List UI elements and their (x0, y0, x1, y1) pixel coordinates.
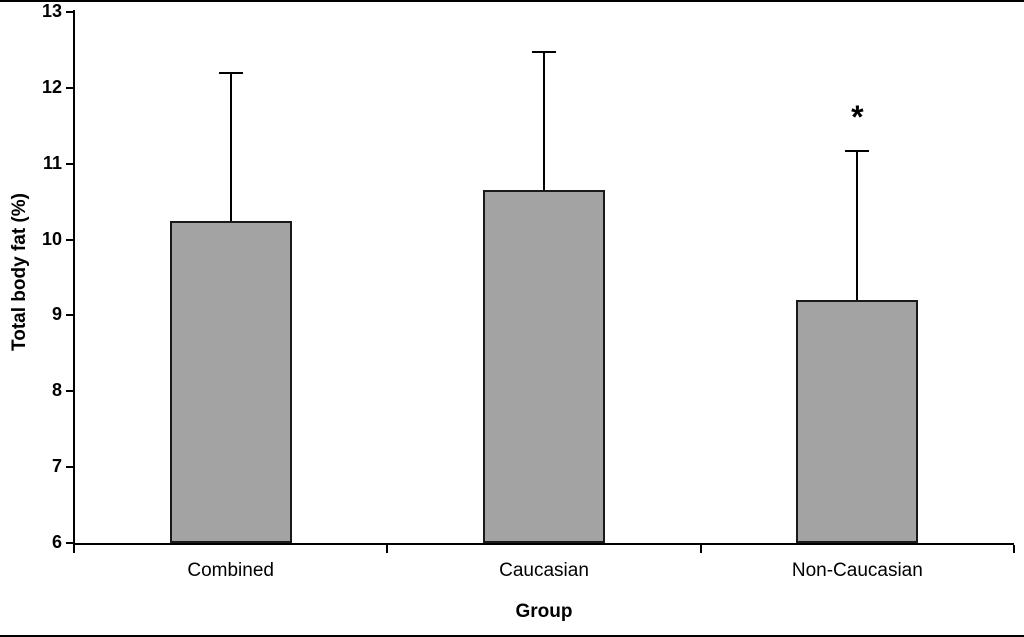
y-tick-mark (66, 542, 74, 544)
x-tick-mark (73, 545, 75, 553)
x-axis-line (73, 543, 1014, 545)
category-label: Caucasian (499, 560, 589, 581)
figure-top-border (0, 0, 1024, 2)
y-axis-title: Total body fat (%) (9, 193, 30, 351)
error-bar-cap (532, 51, 556, 54)
x-tick-mark (699, 545, 702, 553)
y-tick-mark (66, 11, 74, 13)
category-label: Combined (187, 560, 274, 581)
error-bar-cap (218, 71, 243, 74)
y-tick-label: 12 (41, 76, 62, 97)
x-tick-mark (386, 545, 389, 553)
error-bar-line (856, 150, 859, 301)
y-tick-label: 11 (42, 152, 62, 173)
category-label: Non-Caucasian (791, 560, 923, 581)
y-tick-mark (66, 466, 74, 469)
error-bar-line (229, 72, 232, 221)
y-tick-label: 8 (51, 380, 62, 401)
y-tick-mark (66, 314, 74, 317)
y-tick-mark (66, 238, 74, 241)
bar (796, 300, 919, 543)
y-tick-mark (66, 390, 74, 393)
y-tick-label: 6 (51, 532, 62, 552)
figure-bottom-border (0, 635, 1024, 637)
y-tick-mark (66, 86, 74, 89)
y-axis-line (73, 10, 75, 545)
error-bar-line (543, 52, 545, 191)
y-tick-label: 13 (41, 1, 62, 21)
bar (169, 220, 292, 543)
y-tick-label: 10 (41, 228, 62, 249)
bar (483, 190, 605, 543)
y-tick-label: 9 (51, 304, 62, 325)
significance-asterisk: * (851, 98, 864, 135)
error-bar-cap (845, 149, 870, 152)
y-tick-label: 7 (51, 456, 62, 477)
y-tick-mark (66, 162, 74, 165)
x-tick-mark (1013, 545, 1015, 553)
x-axis-title: Group (515, 601, 573, 622)
